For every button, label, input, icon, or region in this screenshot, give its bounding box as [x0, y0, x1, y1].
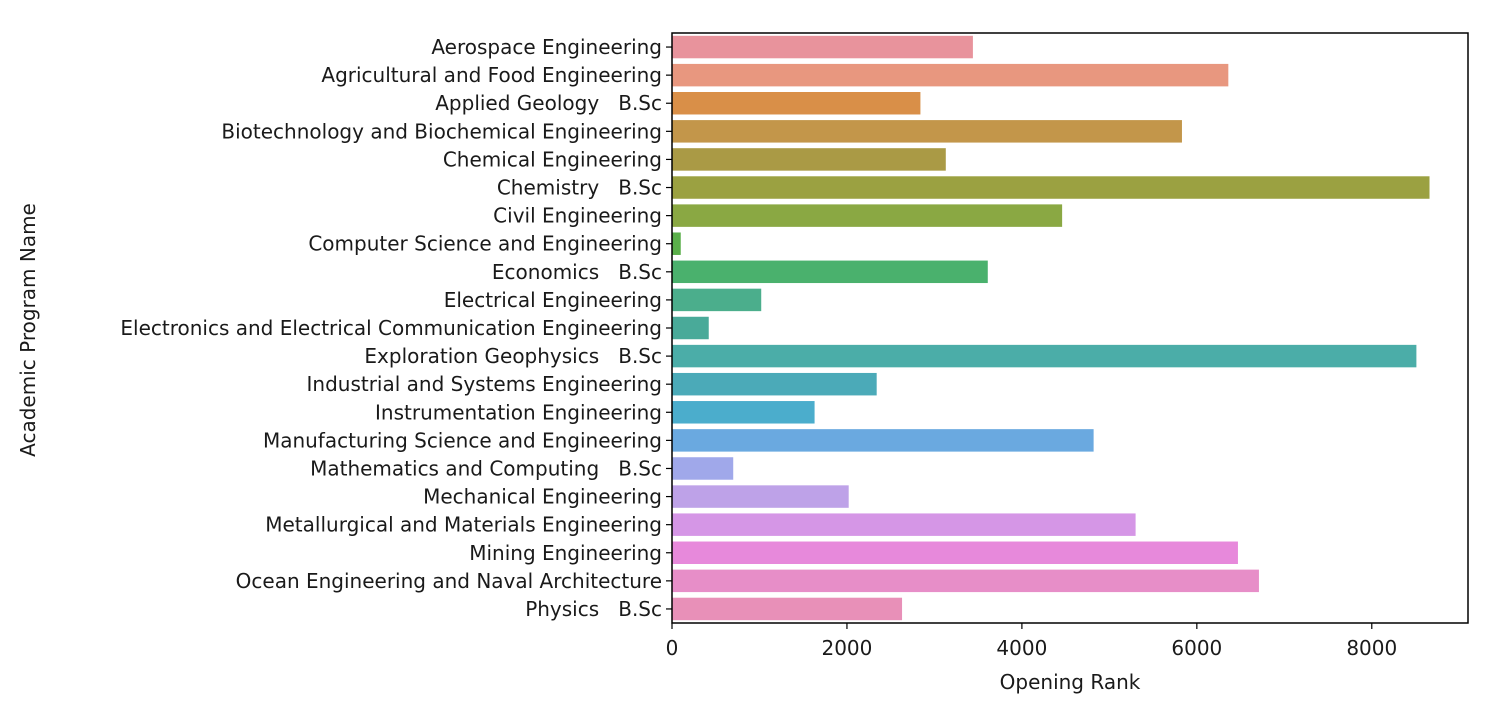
category-label: Mining Engineering: [469, 541, 662, 565]
y-axis-label: Academic Program Name: [16, 203, 40, 457]
x-tick-label: 0: [666, 636, 679, 660]
bar: [672, 541, 1238, 564]
category-label: Aerospace Engineering: [431, 35, 662, 59]
bar: [672, 372, 877, 396]
bar: [672, 92, 921, 115]
bar: [672, 288, 762, 312]
category-label: Chemical Engineering: [443, 147, 662, 171]
x-tick-label: 2000: [821, 636, 872, 660]
category-label: Civil Engineering: [493, 204, 662, 228]
category-label: Electronics and Electrical Communication…: [120, 316, 662, 340]
category-label: Physics B.Sc: [525, 597, 662, 621]
bar: [672, 316, 709, 340]
bar: [672, 344, 1417, 368]
bar: [672, 176, 1430, 199]
bar: [672, 597, 903, 621]
bar: [672, 457, 734, 480]
bar: [672, 569, 1259, 593]
category-label: Manufacturing Science and Engineering: [263, 428, 662, 452]
bar: [672, 485, 849, 508]
category-label: Mathematics and Computing B.Sc: [310, 456, 662, 480]
category-label: Exploration Geophysics B.Sc: [364, 344, 662, 368]
category-label: Computer Science and Engineering: [308, 232, 662, 256]
x-tick-label: 8000: [1346, 636, 1397, 660]
bar: [672, 204, 1063, 227]
plot-frame: [671, 32, 1469, 624]
bars-group: [672, 35, 1430, 621]
bar: [672, 35, 973, 59]
bar: [672, 429, 1094, 452]
category-label: Economics B.Sc: [492, 260, 662, 284]
category-label: Industrial and Systems Engineering: [307, 372, 663, 396]
bar: [672, 260, 988, 284]
x-axis-label: Opening Rank: [1000, 670, 1141, 694]
bar: [672, 120, 1182, 143]
bar: [672, 401, 815, 424]
category-label: Agricultural and Food Engineering: [321, 63, 662, 87]
bar: [672, 232, 681, 255]
category-label: Mechanical Engineering: [423, 485, 662, 509]
x-tick-label: 6000: [1171, 636, 1222, 660]
category-label: Biotechnology and Biochemical Engineerin…: [221, 119, 662, 143]
bar: [672, 513, 1136, 536]
bar: [672, 63, 1229, 87]
category-label: Electrical Engineering: [444, 288, 662, 312]
x-ticks-group: 0 2000 4000 6000 8000: [666, 623, 1397, 660]
x-tick-label: 4000: [996, 636, 1047, 660]
category-label: Instrumentation Engineering: [375, 400, 662, 424]
category-label: Ocean Engineering and Naval Architecture: [236, 569, 662, 593]
category-label: Metallurgical and Materials Engineering: [265, 513, 662, 537]
category-label: Chemistry B.Sc: [497, 176, 662, 200]
bar: [672, 148, 946, 171]
category-label: Applied Geology B.Sc: [435, 91, 662, 115]
category-labels-group: Aerospace Engineering Agricultural and Fo…: [120, 35, 672, 621]
